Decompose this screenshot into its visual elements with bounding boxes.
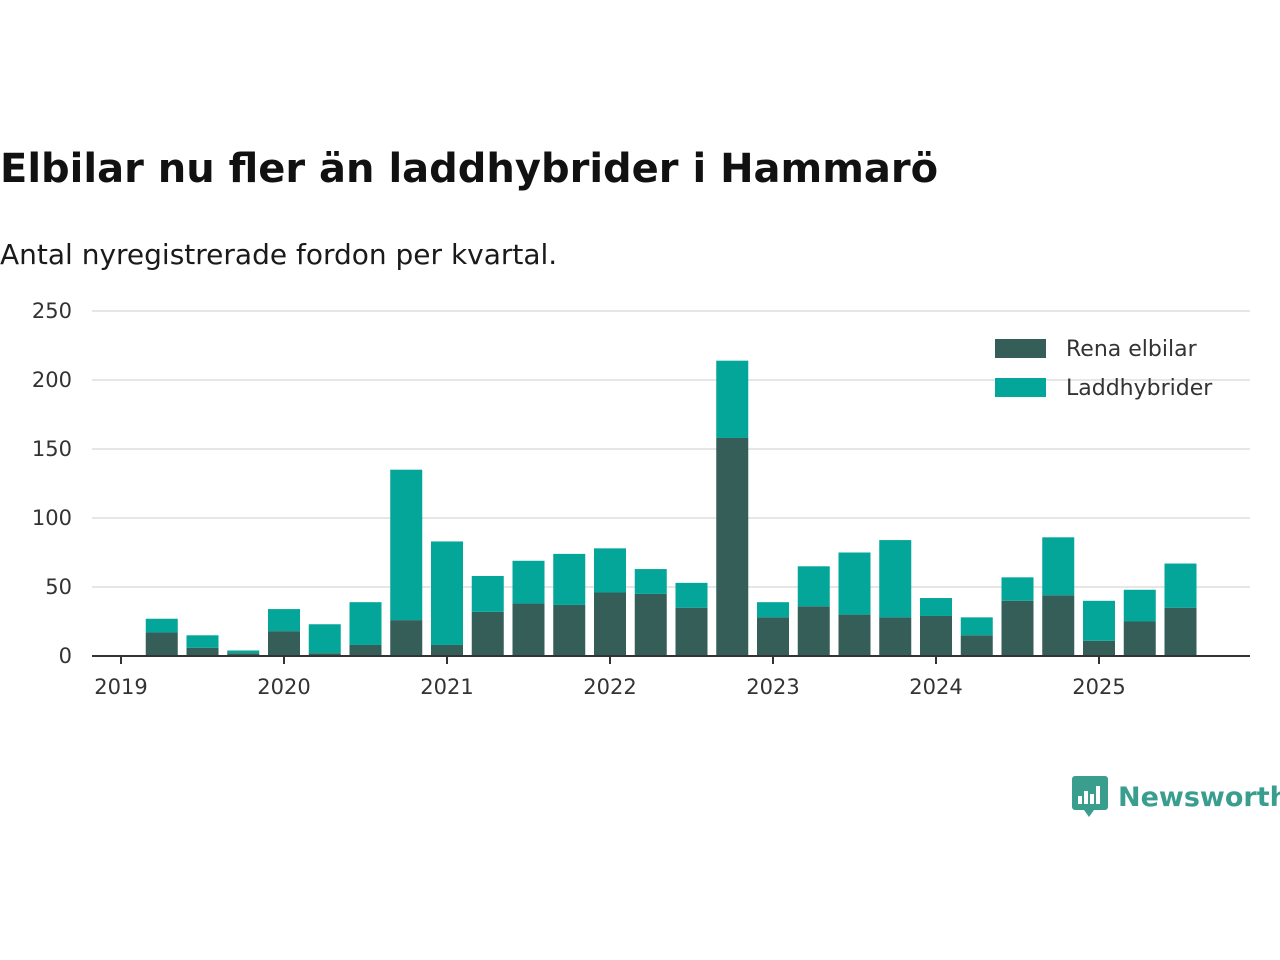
bar-rena-elbilar bbox=[308, 653, 341, 656]
bar-rena-elbilar bbox=[349, 644, 382, 656]
bar-rena-elbilar bbox=[186, 647, 219, 656]
bar-laddhybrider bbox=[1164, 563, 1197, 608]
bar-laddhybrider bbox=[145, 618, 178, 633]
bar-rena-elbilar bbox=[471, 611, 504, 656]
bar-laddhybrider bbox=[1042, 537, 1075, 596]
y-tick-label: 250 bbox=[32, 299, 72, 323]
bar-laddhybrider bbox=[920, 598, 952, 616]
bar-laddhybrider bbox=[716, 360, 749, 438]
bar-rena-elbilar bbox=[390, 620, 423, 656]
bar-rena-elbilar bbox=[920, 615, 952, 656]
legend-label: Rena elbilar bbox=[1066, 337, 1198, 362]
y-tick-label: 50 bbox=[45, 575, 72, 599]
bar-laddhybrider bbox=[227, 650, 260, 654]
x-tick-label: 2021 bbox=[420, 675, 473, 699]
bar-rena-elbilar bbox=[1001, 600, 1034, 656]
bar-laddhybrider bbox=[838, 552, 871, 615]
bar-laddhybrider bbox=[594, 548, 626, 593]
bar-rena-elbilar bbox=[145, 632, 178, 656]
x-axis: 2019 2020 2021 2022 2023 2024 2025 bbox=[92, 655, 1250, 699]
legend-swatch bbox=[995, 339, 1046, 358]
bar-rena-elbilar bbox=[1123, 621, 1156, 656]
bar-rena-elbilar bbox=[431, 644, 463, 656]
bar-laddhybrider bbox=[675, 582, 708, 608]
bar-laddhybrider bbox=[1001, 577, 1034, 601]
bar-laddhybrider bbox=[308, 624, 341, 654]
bar-rena-elbilar bbox=[797, 606, 830, 656]
bar-laddhybrider bbox=[512, 560, 545, 604]
y-axis: 0 50 100 150 200 250 bbox=[32, 299, 72, 668]
x-tick-label: 2023 bbox=[746, 675, 799, 699]
bar-rena-elbilar bbox=[634, 593, 667, 656]
chart-subtitle: Antal nyregistrerade fordon per kvartal. bbox=[0, 238, 558, 271]
stacked-bar-chart: 0 50 100 150 200 250 2019 2020 2021 2022 2023 2024… bbox=[32, 299, 1250, 699]
bar-laddhybrider bbox=[960, 617, 993, 636]
x-tick-label: 2025 bbox=[1072, 675, 1125, 699]
bar-laddhybrider bbox=[186, 635, 219, 648]
x-tick-label: 2022 bbox=[583, 675, 636, 699]
bar-rena-elbilar bbox=[553, 604, 586, 656]
bar-rena-elbilar bbox=[227, 653, 260, 656]
x-tick-label: 2020 bbox=[257, 675, 310, 699]
y-tick-label: 100 bbox=[32, 506, 72, 530]
bar-laddhybrider bbox=[471, 575, 504, 612]
bar-rena-elbilar bbox=[716, 437, 749, 656]
bar-rena-elbilar bbox=[879, 617, 912, 656]
bar-laddhybrider bbox=[553, 553, 586, 605]
bars bbox=[145, 360, 1197, 656]
bar-laddhybrider bbox=[268, 609, 300, 632]
bar-laddhybrider bbox=[879, 540, 912, 618]
bar-laddhybrider bbox=[431, 541, 463, 645]
bar-rena-elbilar bbox=[675, 607, 708, 656]
bar-laddhybrider bbox=[757, 602, 789, 618]
y-tick-label: 0 bbox=[59, 644, 72, 668]
y-tick-label: 150 bbox=[32, 437, 72, 461]
x-tick-label: 2024 bbox=[909, 675, 962, 699]
legend-label: Laddhybrider bbox=[1066, 376, 1213, 401]
bar-laddhybrider bbox=[634, 569, 667, 594]
bar-laddhybrider bbox=[1123, 589, 1156, 622]
bar-laddhybrider bbox=[390, 469, 423, 621]
legend: Rena elbilar Laddhybrider bbox=[995, 337, 1213, 401]
bar-laddhybrider bbox=[349, 602, 382, 645]
bar-rena-elbilar bbox=[594, 592, 626, 656]
bar-rena-elbilar bbox=[960, 635, 993, 656]
bar-rena-elbilar bbox=[1042, 595, 1075, 656]
bar-laddhybrider bbox=[1083, 600, 1115, 641]
bar-rena-elbilar bbox=[1083, 640, 1115, 656]
legend-swatch bbox=[995, 378, 1046, 397]
newsworthy-logo: Newsworthy bbox=[1072, 776, 1280, 818]
bar-rena-elbilar bbox=[838, 614, 871, 656]
bar-laddhybrider bbox=[797, 566, 830, 607]
bar-rena-elbilar bbox=[268, 631, 300, 656]
chart-title: Elbilar nu fler än laddhybrider i Hammar… bbox=[0, 146, 939, 192]
x-tick-label: 2019 bbox=[94, 675, 147, 699]
y-tick-label: 200 bbox=[32, 368, 72, 392]
bar-rena-elbilar bbox=[1164, 607, 1197, 656]
bar-rena-elbilar bbox=[757, 617, 789, 656]
brand-name: Newsworthy bbox=[1118, 781, 1280, 813]
newsworthy-logo-icon bbox=[1072, 776, 1108, 817]
bar-rena-elbilar bbox=[512, 603, 545, 656]
